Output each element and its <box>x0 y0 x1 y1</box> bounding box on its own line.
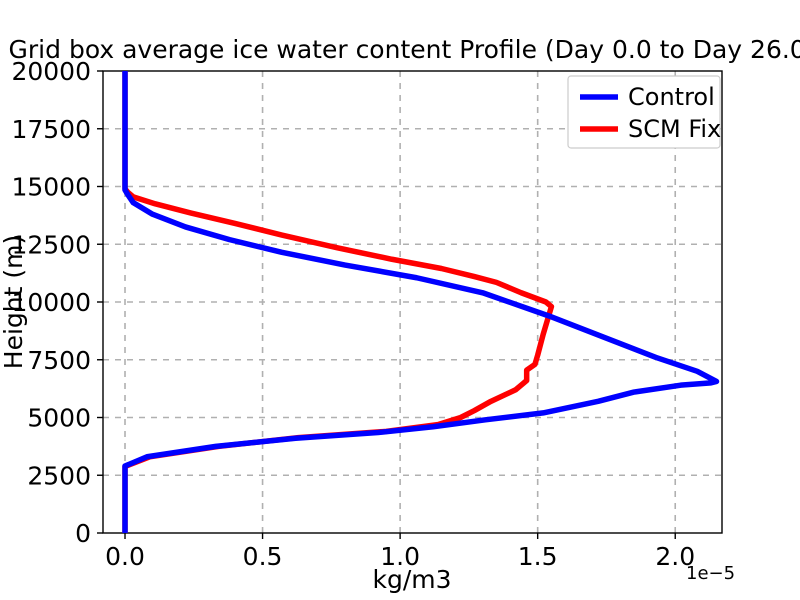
x-tick-label: 0.5 <box>243 542 283 571</box>
y-tick-label: 5000 <box>27 404 91 433</box>
x-axis-ticks: 0.0 0.5 1.0 1.5 2.0 <box>105 533 695 571</box>
x-tick-label: 0.0 <box>105 542 145 571</box>
legend-label-control: Control <box>628 83 715 111</box>
x-axis-offset-text: 1e−5 <box>686 563 735 584</box>
y-tick-label: 20000 <box>11 57 91 86</box>
x-tick-label: 2.0 <box>655 542 695 571</box>
x-tick-label: 1.5 <box>518 542 558 571</box>
x-axis-label: kg/m3 <box>372 565 451 594</box>
y-axis-ticks: 0 2500 5000 7500 10000 12500 15000 17500 20000 <box>11 57 103 548</box>
series-line-control <box>122 71 720 533</box>
x-tick-label: 1.0 <box>380 542 420 571</box>
data-series-group <box>122 71 720 533</box>
legend-label-scm-fix: SCM Fix <box>628 115 721 143</box>
y-tick-label: 2500 <box>27 461 91 490</box>
y-tick-label: 10000 <box>11 288 91 317</box>
y-axis-label: Height (m) <box>0 235 28 369</box>
y-tick-label: 15000 <box>11 173 91 202</box>
y-tick-label: 17500 <box>11 115 91 144</box>
chart-title: Grid box average ice water content Profi… <box>9 35 800 64</box>
y-tick-label: 12500 <box>11 230 91 259</box>
y-tick-label: 7500 <box>27 346 91 375</box>
chart-legend[interactable]: Control SCM Fix <box>567 75 721 149</box>
y-tick-label: 0 <box>75 519 91 548</box>
